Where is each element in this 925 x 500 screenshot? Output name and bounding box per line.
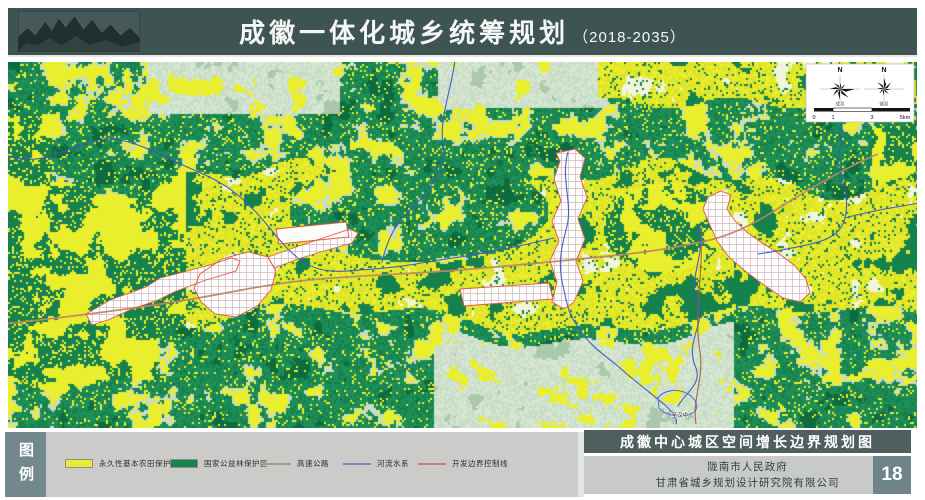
mountain-art-image — [18, 11, 140, 52]
footer-credits: 陇南市人民政府 甘肃省城乡规划设计研究院有限公司 — [584, 456, 911, 494]
legend-label: 河流水系 — [377, 459, 409, 468]
legend-panel: 永久性基本农田保护区 国家公益林保护区 高速公路 河流水系 开发边界控制线 — [46, 432, 578, 497]
scale-tick: 3 — [870, 115, 873, 121]
north-label: N — [881, 67, 886, 74]
report-header: 成徽一体化城乡统筹规划 （2018-2035） — [8, 8, 917, 57]
wind-rose-icon — [829, 82, 855, 100]
map-area: N N 成县 徽县 0 1 3 5km 至汉中 — [8, 62, 917, 428]
page-title: 成徽一体化城乡统筹规划 — [239, 18, 570, 48]
page-number-badge: 18 — [873, 456, 911, 494]
rose-caption-chengxian: 成县 — [836, 101, 845, 108]
credit-line-government: 陇南市人民政府 — [707, 460, 788, 473]
legend-swatch-river — [343, 462, 371, 465]
legend-label: 开发边界控制线 — [452, 459, 508, 468]
legend-item-boundary: 开发边界控制线 — [418, 458, 508, 469]
compass-scale-box: N N 成县 徽县 0 1 3 5km — [805, 63, 915, 123]
legend-swatch-boundary — [418, 462, 446, 465]
legend-swatch-highway — [263, 462, 291, 465]
legend-label: 高速公路 — [297, 459, 329, 468]
legend-title: 图例 — [5, 432, 46, 497]
page-title-suffix: （2018-2035） — [573, 29, 686, 46]
legend-item-highway: 高速公路 — [263, 458, 329, 469]
page-title-wrap: 成徽一体化城乡统筹规划 （2018-2035） — [239, 13, 686, 50]
legend-item-forest: 国家公益林保护区 — [170, 458, 268, 469]
scale-tick: 5km — [900, 115, 911, 121]
rose-caption-huixian: 徽县 — [880, 101, 889, 108]
footer-map-title: 成徽中心城区空间增长边界规划图 — [584, 430, 911, 453]
legend-label: 永久性基本农田保护区 — [99, 459, 179, 468]
north-label: N — [837, 67, 842, 74]
scale-tick: 0 — [812, 115, 815, 121]
legend-swatch-farmland — [65, 459, 93, 468]
legend-item-farmland: 永久性基本农田保护区 — [65, 458, 179, 469]
scale-tick: 1 — [831, 115, 834, 121]
legend-label: 国家公益林保护区 — [204, 459, 268, 468]
footer-divider — [578, 432, 584, 497]
scale-bar: 0 1 3 5km — [812, 107, 911, 121]
map-annotation-hanzhong: 至汉中 — [671, 411, 688, 419]
legend-item-river: 河流水系 — [343, 458, 409, 469]
credit-line-institute: 甘肃省城乡规划设计研究院有限公司 — [655, 477, 840, 489]
map-overlay: N N 成县 徽县 0 1 3 5km 至汉中 — [8, 62, 917, 425]
legend-swatch-forest — [170, 459, 198, 468]
